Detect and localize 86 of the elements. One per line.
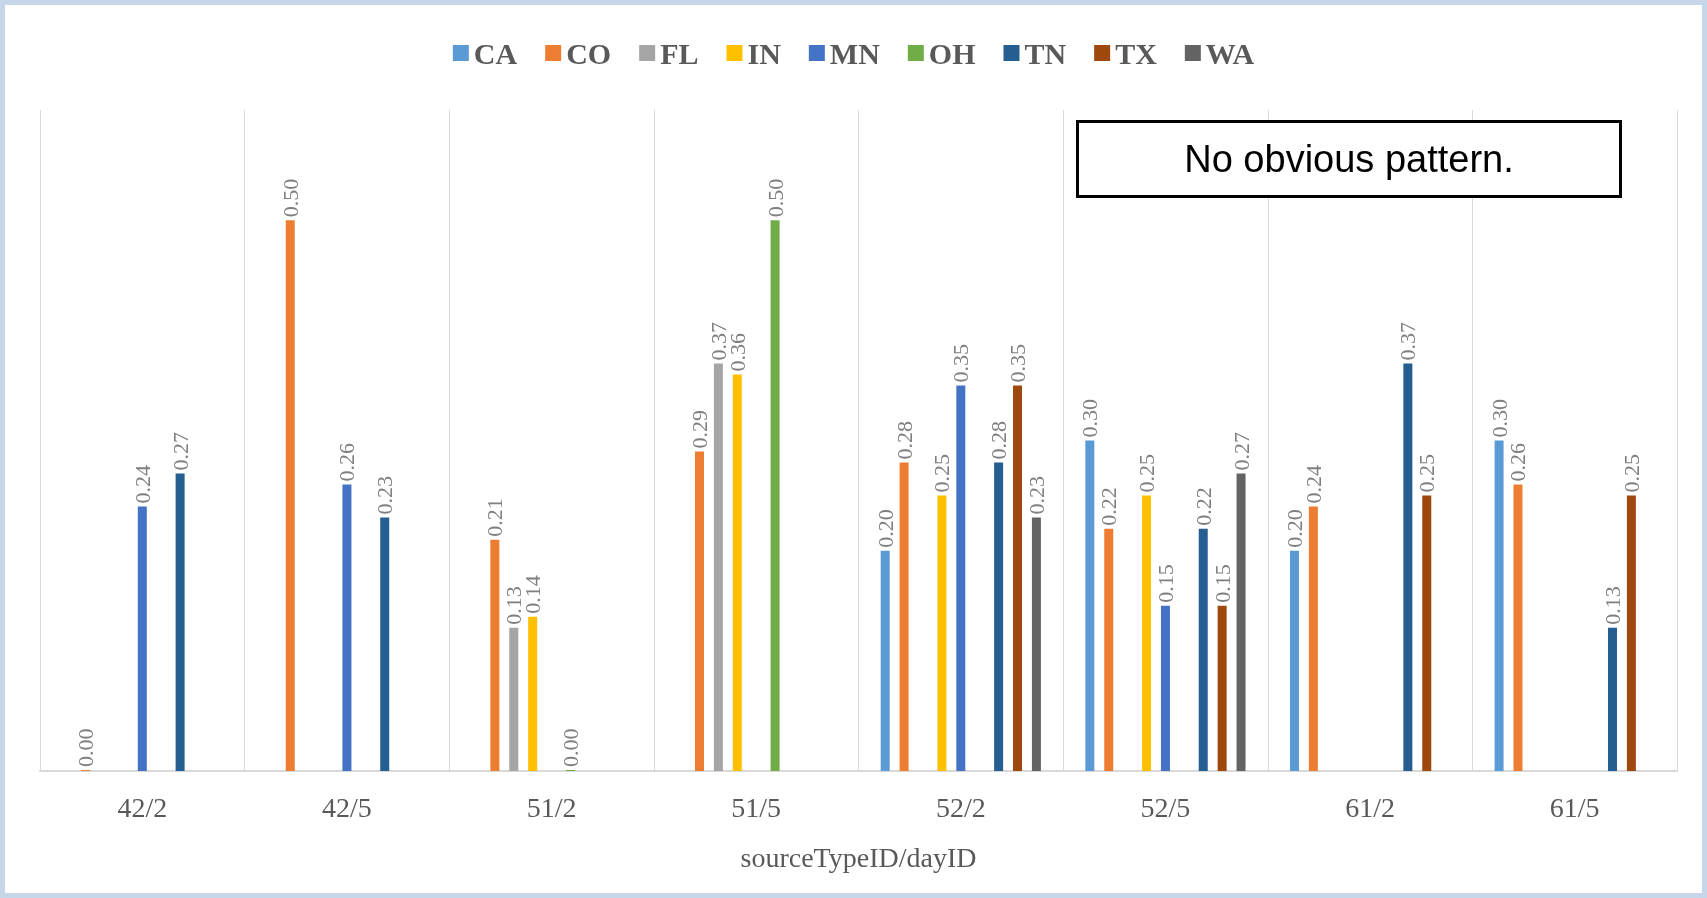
data-label: 0.50 xyxy=(762,178,788,218)
legend-label: WA xyxy=(1205,36,1255,70)
bar xyxy=(175,473,185,771)
data-label: 0.35 xyxy=(948,343,974,383)
bar xyxy=(1494,440,1504,771)
bar xyxy=(1031,517,1041,771)
bar xyxy=(713,363,723,771)
x-tick-label: 42/5 xyxy=(322,791,372,823)
data-label: 0.35 xyxy=(1005,343,1031,383)
bar xyxy=(1160,605,1170,771)
bar xyxy=(1403,363,1413,771)
data-label: 0.27 xyxy=(1228,432,1254,471)
x-tick-label: 52/2 xyxy=(935,791,986,823)
legend-label: MN xyxy=(829,36,881,70)
x-tick-label: 61/2 xyxy=(1345,791,1395,823)
data-label: 0.30 xyxy=(1077,399,1103,438)
x-axis-title: sourceTypeID/dayID xyxy=(740,841,977,873)
x-tick-label: 51/5 xyxy=(731,791,782,823)
x-tick-label: 51/2 xyxy=(526,791,577,823)
legend-label: IN xyxy=(747,36,782,70)
data-label: 0.00 xyxy=(73,728,99,767)
bar xyxy=(285,220,295,771)
legend-label: OH xyxy=(928,36,976,70)
bar xyxy=(1308,506,1318,771)
data-label: 0.15 xyxy=(1152,564,1178,603)
bar xyxy=(1085,440,1095,771)
bar xyxy=(1013,385,1023,771)
bar xyxy=(342,484,352,771)
data-label: 0.25 xyxy=(1414,454,1440,493)
data-label: 0.25 xyxy=(1134,454,1160,493)
data-label: 0.26 xyxy=(334,443,360,482)
data-label: 0.15 xyxy=(1209,564,1235,603)
data-label: 0.30 xyxy=(1486,399,1512,438)
legend-label: FL xyxy=(660,36,699,70)
data-label: 0.20 xyxy=(1281,509,1307,548)
bar xyxy=(1236,473,1246,771)
bar xyxy=(694,451,704,771)
data-label: 0.13 xyxy=(1599,586,1625,625)
data-label: 0.28 xyxy=(986,421,1012,460)
data-label: 0.50 xyxy=(277,178,303,218)
bar xyxy=(509,627,519,771)
legend-label: CO xyxy=(566,36,612,70)
bar xyxy=(380,517,390,771)
bar xyxy=(1104,528,1114,771)
data-label: 0.23 xyxy=(372,476,398,515)
legend-label: TN xyxy=(1024,36,1067,70)
bar xyxy=(528,616,538,771)
data-label: 0.37 xyxy=(705,321,731,361)
data-label: 0.25 xyxy=(929,454,955,493)
bar xyxy=(956,385,966,771)
legend-label: TX xyxy=(1115,36,1158,70)
bar xyxy=(994,462,1004,771)
data-label: 0.23 xyxy=(1023,476,1049,515)
bar xyxy=(1198,528,1208,771)
bar xyxy=(1607,627,1617,771)
bar xyxy=(1217,605,1227,771)
bar xyxy=(1422,495,1432,771)
data-label: 0.25 xyxy=(1618,454,1644,493)
bar xyxy=(770,220,780,771)
bar xyxy=(732,374,742,771)
bar xyxy=(1626,495,1636,771)
x-tick-label: 42/2 xyxy=(117,791,168,823)
bar xyxy=(490,539,500,771)
x-tick-label: 52/5 xyxy=(1140,791,1191,823)
data-label: 0.28 xyxy=(891,421,917,460)
data-label: 0.21 xyxy=(482,498,508,537)
bar xyxy=(899,462,909,771)
bar xyxy=(1289,550,1299,771)
x-tick-label: 61/5 xyxy=(1549,791,1600,823)
bar xyxy=(137,506,147,771)
data-label: 0.22 xyxy=(1190,487,1216,526)
data-label: 0.27 xyxy=(167,432,193,471)
data-label: 0.00 xyxy=(557,728,583,767)
text: No obvious pattern. xyxy=(1076,120,1622,198)
data-label: 0.37 xyxy=(1395,321,1421,361)
legend-label: CA xyxy=(473,36,518,70)
data-label: 0.29 xyxy=(686,410,712,449)
data-label: 0.24 xyxy=(129,465,155,504)
data-label: 0.22 xyxy=(1096,487,1122,526)
bar xyxy=(880,550,890,771)
bar xyxy=(937,495,947,771)
bar xyxy=(1513,484,1523,771)
data-label: 0.26 xyxy=(1505,443,1531,482)
data-label: 0.24 xyxy=(1300,465,1326,504)
bar xyxy=(1142,495,1152,771)
data-label: 0.20 xyxy=(872,509,898,548)
